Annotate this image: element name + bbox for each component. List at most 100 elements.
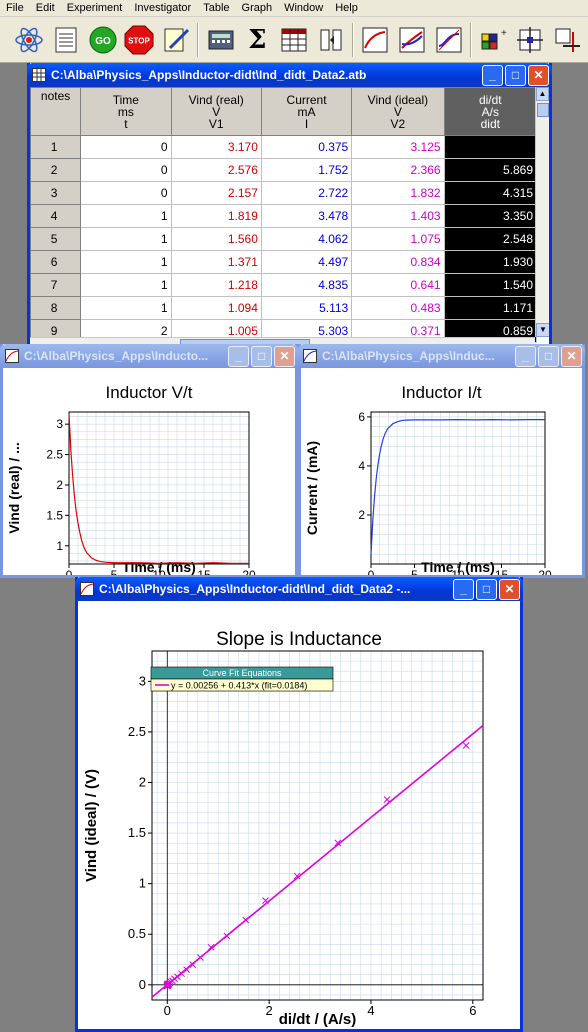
table-cell[interactable]: 4.835	[260, 273, 353, 297]
crosshair-icon[interactable]	[515, 24, 546, 56]
column-header-vind-real[interactable]: Vind (real) V V1	[170, 87, 262, 136]
table-cell[interactable]: 2.722	[260, 181, 353, 205]
maximize-button[interactable]: □	[476, 578, 497, 600]
table-cell[interactable]: 2.366	[351, 158, 445, 182]
table-cell[interactable]: 1.403	[351, 204, 445, 228]
table-cell[interactable]: 4.315	[443, 181, 538, 205]
table-row[interactable]: 3 0 2.157 2.722 1.832 4.315	[30, 181, 538, 205]
row-number[interactable]: 5	[30, 227, 82, 251]
graph-window-titlebar[interactable]: C:\Alba\Physics_Apps\Induc... _ □ ✕	[298, 344, 585, 368]
menu-item-window[interactable]: Window	[284, 2, 324, 14]
menu-item-file[interactable]: File	[6, 2, 24, 14]
table-cell[interactable]: 1.930	[443, 250, 538, 274]
graph-window-titlebar[interactable]: C:\Alba\Physics_Apps\Inducto... _ □ ✕	[0, 344, 298, 368]
table-row[interactable]: 8 1 1.094 5.113 0.483 1.171	[30, 296, 538, 320]
row-number[interactable]: 2	[30, 158, 82, 182]
maximize-button[interactable]: □	[251, 345, 272, 367]
minimize-button[interactable]: _	[515, 345, 536, 367]
graph-icon[interactable]	[360, 24, 391, 56]
table-cell[interactable]: 0.483	[351, 296, 445, 320]
close-button[interactable]: ✕	[561, 345, 582, 367]
column-icon[interactable]	[315, 24, 346, 56]
table-cell[interactable]: 3.350	[443, 204, 538, 228]
table-cell[interactable]: 3.125	[351, 135, 445, 159]
stop-button[interactable]: STOP	[124, 24, 155, 56]
menu-item-investigator[interactable]: Investigator	[134, 2, 192, 14]
go-button[interactable]: GO	[87, 24, 118, 56]
menu-item-table[interactable]: Table	[203, 2, 230, 14]
sigma-icon[interactable]: Σ	[248, 24, 267, 55]
scroll-thumb[interactable]	[537, 103, 549, 117]
table-cell[interactable]: 1	[80, 227, 172, 251]
table-cell[interactable]: 1	[80, 250, 172, 274]
table-cell[interactable]: 5.113	[260, 296, 353, 320]
menu-item-edit[interactable]: Edit	[35, 2, 55, 14]
close-button[interactable]: ✕	[274, 345, 295, 367]
column-header-didt[interactable]: di/dt A/s didt	[443, 87, 538, 136]
table-cell[interactable]: 4.062	[260, 227, 353, 251]
table-cell[interactable]: 1.752	[260, 158, 353, 182]
menu-item-experiment[interactable]: Experiment	[66, 2, 123, 14]
table-cell[interactable]: 0	[80, 135, 172, 159]
table-cell[interactable]: 0	[80, 158, 172, 182]
minimize-button[interactable]: _	[228, 345, 249, 367]
chart-slope-inductance[interactable]: Slope is Inductance 0 2 4 6 0 0.5 1 1.5 2 2.5 3 di/d…	[78, 601, 520, 1032]
table-cell[interactable]: 1.819	[170, 204, 262, 228]
table-cell[interactable]: 2.157	[170, 181, 262, 205]
table-cell[interactable]: 0.641	[351, 273, 445, 297]
table-cell[interactable]: 0	[80, 181, 172, 205]
calculator-icon[interactable]	[205, 24, 236, 56]
table-cell[interactable]: 1.560	[170, 227, 262, 251]
row-number[interactable]: 3	[30, 181, 82, 205]
table-cell[interactable]: 0.375	[260, 135, 353, 159]
table-icon[interactable]	[279, 24, 310, 56]
table-row[interactable]: 1 0 3.170 0.375 3.125	[30, 135, 538, 159]
note-pencil-icon[interactable]	[161, 24, 192, 56]
table-cell[interactable]: 3.478	[260, 204, 353, 228]
menu-item-graph[interactable]: Graph	[241, 2, 273, 14]
close-button[interactable]: ✕	[528, 64, 549, 86]
graph-window-titlebar[interactable]: C:\Alba\Physics_Apps\Inductor-didt\Ind_d…	[75, 577, 523, 601]
table-cell[interactable]: 1.094	[170, 296, 262, 320]
table-cell[interactable]: 1.075	[351, 227, 445, 251]
table-cell[interactable]: 3.170	[170, 135, 262, 159]
table-cell[interactable]: 1	[80, 204, 172, 228]
table-cell[interactable]: 2.576	[170, 158, 262, 182]
table-row[interactable]: 7 1 1.218 4.835 0.641 1.540	[30, 273, 538, 297]
atom-icon[interactable]	[14, 24, 45, 56]
table-cell[interactable]: 1.540	[443, 273, 538, 297]
table-cell[interactable]: 2.548	[443, 227, 538, 251]
table-cell[interactable]	[443, 135, 538, 159]
table-cell[interactable]: 1.218	[170, 273, 262, 297]
scroll-down-arrow[interactable]: ▼	[536, 323, 549, 337]
table-row[interactable]: 5 1 1.560 4.062 1.075 2.548	[30, 227, 538, 251]
column-header-vind-ideal[interactable]: Vind (ideal) V V2	[351, 87, 445, 136]
row-number[interactable]: 8	[30, 296, 82, 320]
notebook-icon[interactable]	[51, 24, 82, 56]
table-cell[interactable]: 1.171	[443, 296, 538, 320]
maximize-button[interactable]: □	[505, 64, 526, 86]
curve-icon[interactable]	[433, 24, 464, 56]
row-number[interactable]: 6	[30, 250, 82, 274]
chart-inductor-it[interactable]: Inductor I/t 0 5 10 15 20 2 4 6 Time / (ms) Curren…	[301, 368, 582, 575]
curve-fit-legend[interactable]: Curve Fit Equations y = 0.00256 + 0.413*x…	[150, 666, 334, 692]
table-window-titlebar[interactable]: C:\Alba\Physics_Apps\Inductor-didt\Ind_d…	[27, 63, 552, 87]
row-number[interactable]: 7	[30, 273, 82, 297]
column-header-time[interactable]: Time ms t	[80, 87, 172, 136]
table-cell[interactable]: 4.497	[260, 250, 353, 274]
row-number[interactable]: 1	[30, 135, 82, 159]
maximize-button[interactable]: □	[538, 345, 559, 367]
chart-inductor-vt[interactable]: Inductor V/t 0 5 10 15 20 1 1.5 2 2.5 3 Time / (ms)…	[3, 368, 295, 575]
scroll-up-arrow[interactable]: ▲	[536, 87, 549, 101]
table-row[interactable]: 2 0 2.576 1.752 2.366 5.869	[30, 158, 538, 182]
close-button[interactable]: ✕	[499, 578, 520, 600]
column-header-notes[interactable]: notes	[30, 87, 82, 136]
column-header-current[interactable]: Current mA I	[260, 87, 353, 136]
table-cell[interactable]: 1	[80, 273, 172, 297]
cursor-icon[interactable]	[551, 24, 582, 56]
color-grid-icon[interactable]: +	[478, 24, 509, 56]
vertical-scrollbar[interactable]: ▲ ▼	[535, 87, 549, 337]
minimize-button[interactable]: _	[453, 578, 474, 600]
graph-multi-icon[interactable]	[397, 24, 428, 56]
table-cell[interactable]: 0.834	[351, 250, 445, 274]
